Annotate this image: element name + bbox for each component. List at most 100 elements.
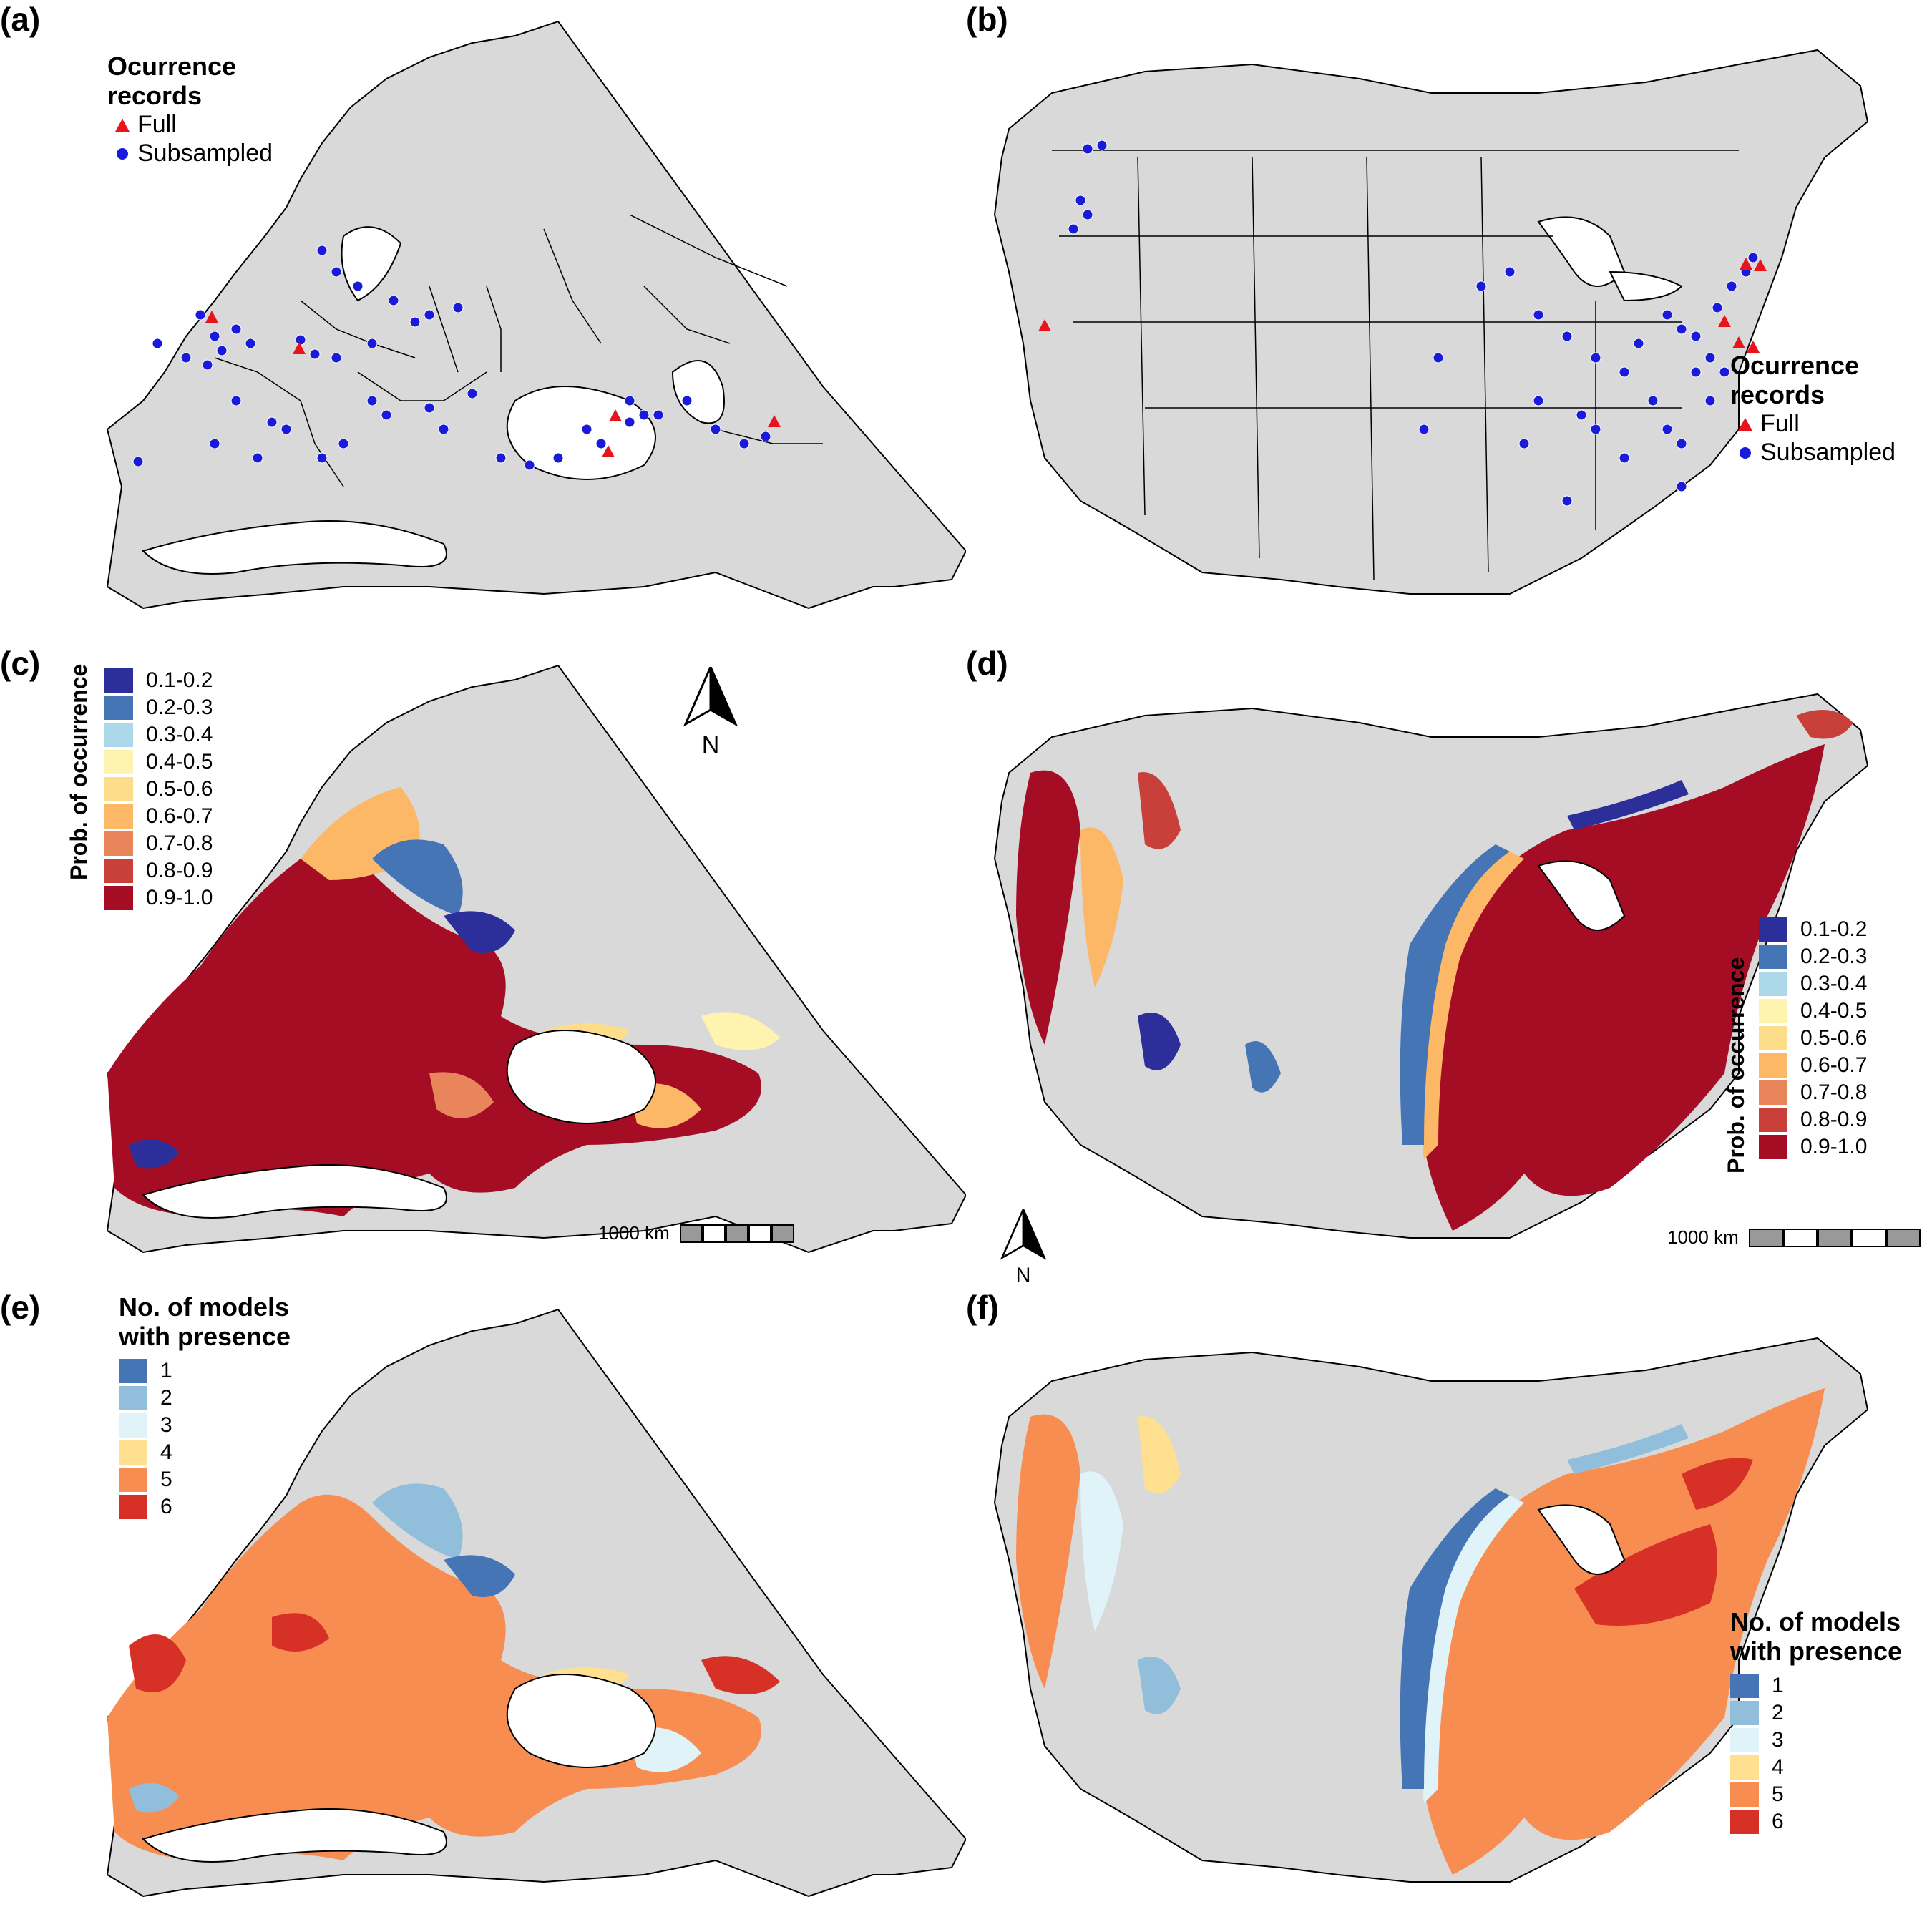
- legend-swatch: [104, 886, 133, 910]
- subsampled-point: [1504, 266, 1516, 278]
- subsampled-point: [266, 416, 278, 428]
- legend-label: 0.9-1.0: [146, 885, 213, 909]
- panel-c: (c) Prob. of occurrence 0.1-0.2 0.2-0.3 0.…: [0, 644, 966, 1288]
- subsampled-point: [1676, 481, 1687, 492]
- subsampled-point: [316, 245, 328, 256]
- subsampled-point: [1418, 424, 1430, 435]
- legend-swatch: [104, 750, 133, 774]
- probability-surface: [1016, 710, 1853, 1231]
- panel-b: (b) Ocurrence records Full Subsampled: [966, 0, 1932, 644]
- europe-probability-map: [106, 664, 966, 1254]
- full-record-point: [205, 311, 218, 323]
- triangle-icon: [115, 118, 130, 132]
- legend-item-full: Full: [1730, 410, 1896, 439]
- subsampled-point: [1676, 438, 1687, 449]
- subsampled-point: [624, 416, 635, 428]
- scale-bar-label: 1000 km: [1667, 1226, 1739, 1248]
- legend-label: 0.7-0.8: [1800, 1080, 1868, 1104]
- legend-item: 1: [1730, 1672, 1902, 1699]
- subsampled-point: [1518, 438, 1530, 449]
- legend-item: 0.5-0.6: [104, 776, 213, 803]
- subsampled-point: [132, 456, 144, 467]
- scale-segment: [702, 1224, 726, 1243]
- north-america-probability-map: [993, 693, 1869, 1239]
- full-record-point: [293, 342, 306, 354]
- legend-label: 1: [160, 1358, 172, 1382]
- models-legend: No. of models with presence 1 2 3 4 5 6: [119, 1292, 291, 1521]
- subsampled-point: [653, 409, 664, 421]
- subsampled-point: [438, 424, 449, 435]
- europe-water-bodies: [142, 1030, 656, 1219]
- legend-label: 0.6-0.7: [146, 804, 213, 828]
- models-legend-items: 1 2 3 4 5 6: [119, 1357, 291, 1521]
- north-america-water: [1537, 1504, 1626, 1575]
- legend-label: 0.4-0.5: [1800, 998, 1868, 1023]
- legend-label: 0.2-0.3: [1800, 944, 1868, 968]
- legend-title-line2: with presence: [1730, 1636, 1903, 1667]
- subsampled-point: [331, 266, 342, 278]
- legend-swatch: [119, 1413, 147, 1438]
- legend-label-subsampled: Subsampled: [137, 140, 273, 167]
- subsampled-point: [1068, 223, 1079, 235]
- legend-title-line1: No. of models: [1730, 1607, 1901, 1636]
- legend-label: 5: [160, 1467, 172, 1491]
- state-borders: [1052, 150, 1739, 580]
- subsampled-point: [1662, 424, 1673, 435]
- subsampled-point: [1647, 395, 1659, 406]
- legend-item: 0.2-0.3: [104, 694, 213, 721]
- scale-segment: [1782, 1228, 1818, 1247]
- subsampled-point: [1712, 302, 1723, 313]
- scale-bar-label: 1000 km: [598, 1222, 670, 1244]
- legend-item: 2: [1730, 1699, 1902, 1727]
- legend-item: 0.6-0.7: [104, 803, 213, 830]
- models-legend: No. of models with presence 1 2 3 4 5 6: [1730, 1607, 1902, 1835]
- panel-label: (d): [966, 645, 1008, 682]
- legend-swatch: [104, 668, 133, 693]
- panel-label: (c): [0, 645, 41, 682]
- circle-icon: [1740, 447, 1751, 459]
- subsampled-point: [452, 302, 464, 313]
- legend-swatch: [104, 831, 133, 856]
- legend-swatch: [1759, 999, 1787, 1023]
- legend-item-subsampled: Subsampled: [1730, 439, 1896, 467]
- legend-label-full: Full: [1760, 410, 1800, 438]
- legend-item: 4: [1730, 1754, 1902, 1781]
- legend-label: 6: [160, 1494, 172, 1518]
- subsampled-point: [1082, 143, 1093, 155]
- subsampled-point: [280, 424, 292, 435]
- subsampled-point: [760, 431, 771, 442]
- subsampled-point: [1533, 309, 1544, 321]
- subsampled-point: [366, 338, 378, 349]
- full-record-point: [1038, 319, 1051, 331]
- legend-label-subsampled: Subsampled: [1760, 439, 1896, 467]
- subsampled-point: [1576, 409, 1587, 421]
- full-record-point: [1740, 258, 1752, 270]
- legend-item: 0.1-0.2: [1759, 916, 1867, 943]
- legend-item: 6: [119, 1493, 291, 1521]
- subsampled-point: [352, 280, 364, 292]
- legend-swatch: [1730, 1700, 1759, 1725]
- legend-item: 6: [1730, 1808, 1902, 1835]
- subsampled-point: [216, 345, 228, 356]
- subsampled-point: [202, 359, 213, 371]
- legend-label: 0.5-0.6: [146, 776, 213, 801]
- legend-label: 0.8-0.9: [1800, 1107, 1868, 1131]
- subsampled-point: [1082, 209, 1093, 220]
- legend-title: Prob. of occurrence: [1723, 957, 1749, 1174]
- legend-item: 0.5-0.6: [1759, 1025, 1867, 1052]
- north-america-water: [1537, 860, 1626, 931]
- europe-water-bodies: [142, 1674, 656, 1863]
- scale-segment: [1885, 1228, 1921, 1247]
- legend-title-line1: Ocurrence: [1730, 351, 1860, 380]
- scale-segment: [679, 1224, 703, 1243]
- legend-title-line1: Ocurrence: [107, 52, 237, 81]
- subsampled-point: [1590, 352, 1601, 364]
- occurrence-points: [1038, 140, 1767, 507]
- subsampled-point: [495, 452, 507, 464]
- scale-bar: 1000 km: [1667, 1226, 1921, 1249]
- subsampled-point: [581, 424, 592, 435]
- legend-label: 0.6-0.7: [1800, 1053, 1868, 1077]
- subsampled-point: [1590, 424, 1601, 435]
- scale-segment: [771, 1224, 794, 1243]
- subsampled-point: [1676, 323, 1687, 335]
